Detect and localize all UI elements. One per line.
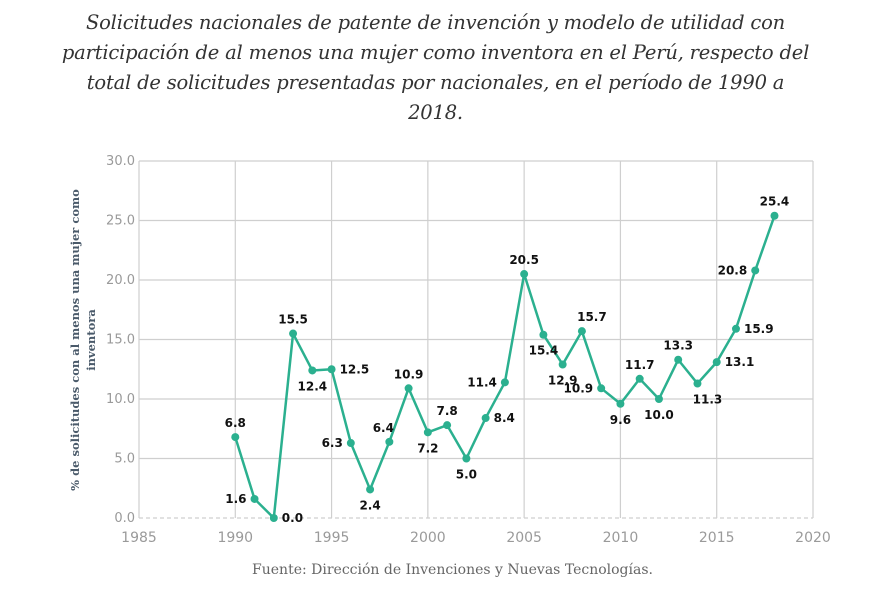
data-label: 11.4: [467, 375, 497, 389]
x-tick-label: 1990: [217, 530, 253, 546]
data-point: [269, 514, 278, 522]
y-tick-label: 0.0: [114, 511, 135, 526]
data-label: 5.0: [456, 468, 477, 482]
data-point: [231, 433, 240, 442]
data-point: [635, 374, 644, 383]
data-point: [481, 414, 490, 423]
data-label: 25.4: [760, 195, 790, 209]
data-point: [616, 399, 625, 408]
y-tick-label: 10.0: [106, 392, 135, 407]
data-label: 11.3: [693, 393, 723, 407]
data-label: 12.4: [298, 379, 328, 393]
data-label: 15.5: [278, 313, 308, 327]
data-point: [558, 360, 567, 369]
data-label: 15.4: [529, 344, 559, 358]
data-point: [250, 494, 259, 503]
data-label: 10.9: [394, 367, 424, 381]
series-line: [231, 211, 779, 522]
data-point: [500, 378, 509, 387]
y-tick-label: 20.0: [106, 273, 135, 288]
y-axis-label-line-1: % de solicitudes con al menos una mujer …: [68, 189, 82, 491]
data-label: 1.6: [225, 492, 246, 506]
data-label: 12.9: [548, 373, 578, 387]
data-label: 6.4: [373, 421, 394, 435]
x-tick-label: 2005: [506, 530, 542, 546]
data-point: [520, 270, 529, 279]
axes: 0.0 5.0 10.0 15.0 20.0 25.0 30.0 1985 1990 1995 20…: [106, 154, 831, 546]
data-point: [366, 485, 375, 494]
data-point: [462, 454, 471, 463]
data-point: [289, 329, 298, 338]
data-label: 8.4: [494, 411, 515, 425]
y-tick-label: 15.0: [106, 333, 135, 348]
y-tick-label: 5.0: [114, 452, 135, 467]
data-label: 7.8: [436, 404, 457, 418]
data-point: [308, 366, 317, 375]
y-axis-label-line-2: inventora: [84, 309, 98, 371]
y-tick-label: 30.0: [106, 154, 135, 169]
data-labels: 6.8 1.6 0.0 15.5 12.4 12.5 6.3 2.4 6.4 10.9 7.2 7.8…: [225, 195, 790, 525]
data-point: [327, 365, 336, 374]
series-polyline: [234, 215, 776, 520]
data-point: [654, 395, 663, 403]
data-point: [423, 428, 432, 437]
data-label: 0.0: [282, 511, 303, 525]
y-tick-label: 25.0: [106, 214, 135, 229]
data-point: [751, 266, 760, 275]
data-label: 11.7: [625, 358, 655, 372]
x-tick-label: 2000: [410, 530, 446, 546]
data-point: [346, 439, 355, 448]
data-label: 9.6: [610, 413, 631, 427]
data-point: [577, 327, 586, 336]
x-tick-label: 1985: [121, 530, 157, 546]
data-label: 10.9: [564, 381, 594, 395]
data-point: [443, 421, 452, 430]
x-tick-label: 1995: [314, 530, 350, 546]
data-label: 2.4: [359, 498, 380, 512]
data-point: [693, 379, 702, 388]
data-label: 6.3: [322, 436, 343, 450]
data-point: [597, 384, 606, 393]
chart-title: Solicitudes nacionales de patente de inv…: [61, 11, 810, 124]
x-tick-label: 2020: [795, 530, 831, 546]
x-tick-label: 2010: [603, 530, 639, 546]
data-label: 12.5: [340, 362, 370, 376]
data-point: [404, 384, 413, 393]
data-point: [674, 355, 683, 364]
x-tick-label: 2015: [699, 530, 735, 546]
data-point: [770, 211, 779, 220]
data-point: [712, 358, 721, 367]
grid: [138, 160, 814, 519]
data-label: 6.8: [225, 416, 246, 430]
data-label: 20.8: [718, 263, 748, 277]
data-label: 13.3: [663, 339, 693, 353]
data-label: 7.2: [417, 441, 438, 455]
data-label: 13.1: [725, 355, 755, 369]
data-point: [539, 330, 548, 339]
data-label: 15.9: [744, 322, 774, 336]
data-point: [731, 324, 740, 333]
data-label: 20.5: [509, 253, 539, 267]
source-note: Fuente: Dirección de Invenciones y Nueva…: [252, 562, 653, 578]
data-label: 15.7: [577, 310, 607, 324]
data-label: 10.0: [644, 408, 674, 422]
data-point: [385, 437, 394, 446]
